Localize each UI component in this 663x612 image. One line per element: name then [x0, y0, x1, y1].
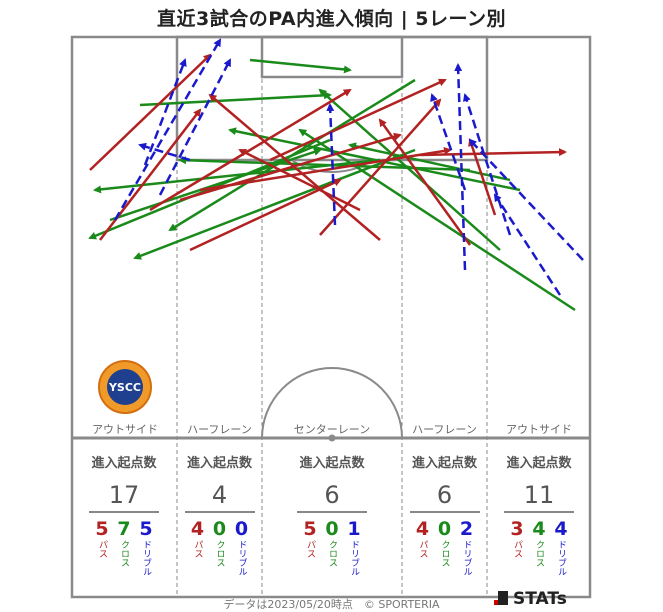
pass-arrow	[199, 146, 452, 192]
dribble-arrow	[463, 93, 512, 236]
pitch-lines	[70, 35, 592, 599]
stat-heading: 進入起点数	[186, 456, 252, 471]
pass-arrow	[89, 53, 212, 171]
cross-arrow	[109, 148, 322, 222]
club-logo-text: YSCC	[107, 369, 143, 405]
stat-total: 6	[409, 481, 480, 513]
cross-arrow	[93, 158, 381, 194]
cross-count: 0	[437, 518, 452, 540]
dribble-arrow	[326, 103, 337, 226]
dribble-count: 4	[554, 518, 568, 540]
cross-arrow	[249, 58, 352, 74]
dribble-arrow	[430, 93, 467, 191]
lane-label-outside-left: アウトサイド	[92, 423, 158, 436]
data-footnote: データは2023/05/20時点 © SPORTERIA	[223, 598, 440, 611]
dribble-count: 1	[347, 518, 361, 540]
cross-arrows	[88, 58, 576, 312]
pass-arrow	[208, 93, 381, 241]
stat-heading: 進入起点数	[411, 456, 477, 471]
dribble-arrow	[454, 63, 467, 271]
lane-label-center: センターレーン	[293, 423, 371, 436]
cross-count: 7	[117, 518, 131, 540]
dribble-label: ドリブル	[141, 540, 151, 576]
pass-label: パス	[192, 540, 203, 558]
cross-label: クロス	[327, 540, 337, 567]
stat-heading: 進入起点数	[506, 456, 572, 471]
cross-arrow	[348, 142, 511, 182]
cross-count: 0	[325, 518, 339, 540]
dribble-label: ドリブル	[236, 540, 247, 576]
pass-label: パス	[417, 540, 428, 558]
brand-logo: STATs	[494, 589, 567, 609]
dribble-count: 2	[459, 518, 474, 540]
dribble-count: 0	[234, 518, 249, 540]
chart-title: 直近3試合のPA内進入傾向 | 5レーン別	[156, 8, 507, 30]
dribble-label: ドリブル	[556, 540, 566, 576]
cross-arrow	[133, 148, 416, 260]
stat-block-center: 進入起点数 6 5 パス 0 クロス 1 ドリブル	[272, 452, 392, 576]
pass-arrow	[319, 98, 442, 236]
club-logo: YSCC	[98, 360, 152, 414]
cross-arrow	[318, 88, 501, 251]
pass-arrow	[419, 148, 567, 157]
stat-block-halfspace-left: 進入起点数 4 4 パス 0 クロス 0 ドリブル	[177, 452, 262, 576]
cross-label: クロス	[214, 540, 225, 567]
stat-block-outside-left: 進入起点数 17 5 パス 7 クロス 5 ドリブル	[76, 452, 172, 576]
dribble-count: 5	[139, 518, 153, 540]
pass-arrow	[238, 148, 361, 212]
stat-block-halfspace-right: 進入起点数 6 4 パス 0 クロス 2 ドリブル	[402, 452, 487, 576]
stat-total: 11	[504, 481, 574, 513]
cross-label: クロス	[119, 540, 129, 567]
cross-label: クロス	[534, 540, 544, 567]
pass-count: 5	[95, 518, 109, 540]
dribble-arrow	[138, 142, 191, 162]
cross-label: クロス	[439, 540, 450, 567]
pass-count: 4	[190, 518, 205, 540]
stat-heading: 進入起点数	[91, 456, 157, 471]
brand-mark-icon	[494, 591, 508, 605]
dribble-arrow	[143, 58, 187, 166]
pass-label: パス	[305, 540, 315, 558]
cross-arrow	[298, 128, 576, 312]
pass-label: パス	[512, 540, 522, 558]
pass-count: 5	[303, 518, 317, 540]
cross-arrow	[168, 78, 416, 232]
pass-count: 3	[510, 518, 524, 540]
cross-arrow	[139, 91, 332, 107]
dribble-arrow	[158, 58, 232, 196]
lane-label-outside-right: アウトサイド	[506, 423, 572, 436]
dribble-label: ドリブル	[349, 540, 359, 576]
pass-arrow	[189, 178, 342, 252]
stat-total: 4	[184, 481, 255, 513]
lane-label-halfspace-right: ハーフレーン	[412, 423, 477, 436]
pass-arrow	[179, 132, 402, 202]
stat-total: 17	[89, 481, 159, 513]
cross-count: 0	[212, 518, 227, 540]
pass-arrow	[269, 78, 447, 162]
dribble-arrow	[113, 38, 222, 221]
pass-arrow	[468, 138, 497, 216]
stat-heading: 進入起点数	[299, 456, 365, 471]
pass-arrow	[378, 118, 472, 246]
cross-count: 4	[532, 518, 546, 540]
brand-text: STATs	[513, 589, 567, 609]
dribble-arrow	[493, 193, 562, 296]
dribble-arrows	[113, 38, 584, 296]
dribble-label: ドリブル	[461, 540, 472, 576]
stat-total: 6	[297, 481, 367, 513]
pass-label: パス	[97, 540, 107, 558]
stat-block-outside-right: 進入起点数 11 3 パス 4 クロス 4 ドリブル	[492, 452, 586, 576]
pass-arrow	[149, 88, 352, 212]
pass-count: 4	[415, 518, 430, 540]
lane-label-halfspace-left: ハーフレーン	[187, 423, 252, 436]
